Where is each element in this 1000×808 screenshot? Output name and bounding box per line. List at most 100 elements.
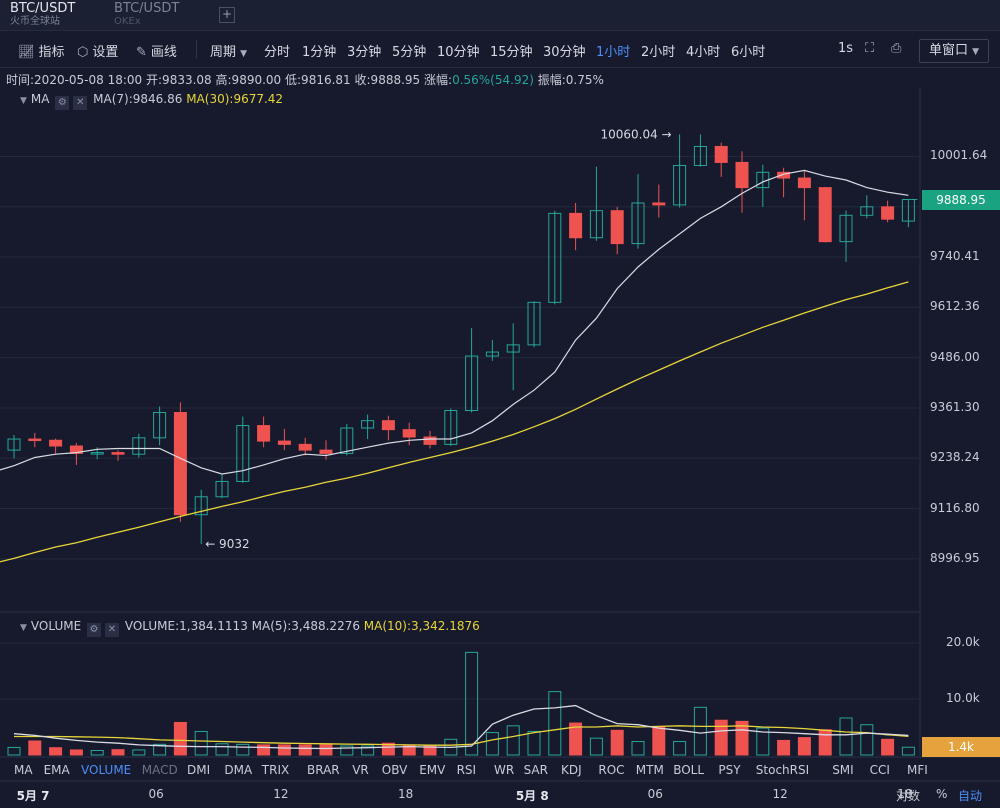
indicator-tab[interactable]: EMV [419, 763, 446, 777]
auto-scale-toggle[interactable]: 自动 [958, 789, 983, 803]
info-high: 高:9890.00 [215, 73, 282, 87]
window-mode-dropdown[interactable]: 单窗口 ▼ [919, 39, 989, 63]
candle-body [673, 164, 687, 206]
indicator-tab[interactable]: VR [352, 763, 369, 777]
interval-button[interactable]: 1小时 [596, 45, 631, 60]
snapshot-icon[interactable]: ⎙ [891, 41, 902, 56]
indicator-tab[interactable]: MFI [907, 763, 928, 777]
info-time: 时间:2020-05-08 18:00 [6, 73, 143, 87]
tab-pair-label: BTC/USDT [10, 1, 76, 16]
candle-body [527, 301, 541, 346]
interval-button[interactable]: 30分钟 [543, 45, 586, 60]
indicator-tab[interactable]: MACD [141, 763, 178, 777]
indicator-tab[interactable]: WR [494, 763, 515, 777]
interval-button[interactable]: 3分钟 [347, 45, 382, 60]
tab-btc-usdt-huobi[interactable]: BTC/USDT 火币全球站 [10, 2, 75, 28]
indicators-label: 指标 [38, 45, 65, 60]
draw-button[interactable]: ✎ 画线 [136, 41, 177, 60]
candle-body [589, 210, 603, 239]
indicator-tab[interactable]: MTM [635, 763, 664, 777]
indicator-tab[interactable]: StochRSI [755, 763, 810, 777]
candle-body [49, 439, 63, 447]
indicator-tab[interactable]: EMA [43, 763, 70, 777]
tab-pair-label: BTC/USDT [114, 1, 180, 16]
collapse-icon[interactable]: ▼ [20, 623, 27, 633]
interval-button[interactable]: 5分钟 [392, 45, 427, 60]
tab-btc-usdt-okex[interactable]: BTC/USDT OKEx [114, 2, 179, 28]
fullscreen-icon[interactable]: ⛶ [865, 41, 875, 56]
volume-bar [49, 747, 63, 756]
candle-body [28, 438, 42, 442]
indicator-bar: MA EMA VOLUME MACD DMI DMA TRIX BRAR VR OBV EMV RSI… [0, 759, 928, 781]
candle-body [257, 425, 271, 442]
candle-body [236, 425, 250, 482]
indicator-tab[interactable]: BRAR [307, 763, 340, 777]
candle-body [153, 412, 167, 439]
indicator-tab[interactable]: BOLL [673, 763, 705, 777]
tab-bar: BTC/USDT 火币全球站 BTC/USDT OKEx + [0, 0, 1000, 31]
indicator-tab[interactable]: VOLUME [81, 763, 132, 777]
interval-button[interactable]: 15分钟 [490, 45, 533, 60]
indicators-button[interactable]: 📈︎ 指标 [18, 41, 65, 60]
candle-body [215, 480, 229, 498]
price-tick-label: 9361.30 [930, 399, 980, 414]
interval-button[interactable]: 6小时 [731, 45, 766, 60]
interval-1s-button[interactable]: 1s [838, 41, 854, 56]
candle-body [361, 420, 375, 429]
indicator-tab[interactable]: ROC [598, 763, 625, 777]
interval-button[interactable]: 2小时 [641, 45, 676, 60]
indicator-tab[interactable]: PSY [718, 763, 741, 777]
log-scale-toggle[interactable]: 对数 [896, 789, 921, 803]
volume-tick-label: 20.0k [946, 634, 980, 649]
indicator-tab[interactable]: RSI [456, 763, 477, 777]
interval-button[interactable]: 4小时 [686, 45, 721, 60]
volume-bar [194, 730, 208, 756]
candle-body [881, 206, 895, 220]
indicator-tab[interactable]: DMA [224, 763, 253, 777]
interval-button[interactable]: 1分钟 [302, 45, 337, 60]
gear-icon: ⬡ [77, 45, 89, 60]
price-tick-label: 9116.80 [930, 500, 980, 515]
indicator-tab[interactable]: SAR [523, 763, 548, 777]
close-icon[interactable]: ✕ [105, 623, 119, 637]
tab-exchange-label: OKEx [114, 16, 141, 27]
gear-icon[interactable]: ⚙ [87, 623, 101, 637]
interval-button[interactable]: 10分钟 [437, 45, 480, 60]
indicator-tab[interactable]: CCI [869, 763, 890, 777]
volume-bar [340, 745, 354, 756]
indicator-tab[interactable]: TRIX [261, 763, 290, 777]
volume-bar [818, 729, 832, 756]
candle-body [860, 206, 874, 216]
volume-bar [714, 719, 728, 756]
indicator-tab[interactable]: SMI [832, 763, 854, 777]
volume-bar [361, 745, 375, 756]
volume-bar [756, 727, 770, 756]
pencil-icon: ✎ [136, 45, 147, 60]
indicator-tab[interactable]: MA [14, 763, 33, 777]
settings-button[interactable]: ⬡ 设置 [77, 41, 118, 60]
volume-bar [173, 721, 187, 756]
ma-legend: ▼ MA ⚙ ✕ MA(7):9846.86 MA(30):9677.42 [20, 92, 283, 110]
period-dropdown[interactable]: 周期 ▼ [210, 41, 247, 60]
candle-body [777, 171, 791, 179]
indicator-tab[interactable]: KDJ [561, 763, 582, 777]
percent-scale-toggle[interactable]: % [936, 787, 948, 801]
candle-body [548, 212, 562, 303]
high-price-annotation: 10060.04 → [600, 127, 671, 141]
ma30-line [0, 281, 909, 563]
indicator-tab[interactable]: OBV [381, 763, 408, 777]
volume-legend: ▼ VOLUME ⚙ ✕ VOLUME:1,384.1113 MA(5):3,488… [20, 619, 480, 637]
add-tab-button[interactable]: + [219, 7, 235, 23]
time-tick-label: 12 [273, 787, 289, 801]
info-change-label: 涨幅: [424, 73, 453, 87]
volume-bar [111, 749, 125, 756]
volume-bar [215, 743, 229, 756]
interval-button[interactable]: 分时 [264, 45, 291, 60]
gear-icon[interactable]: ⚙ [55, 96, 70, 110]
candle-body [319, 449, 333, 454]
close-icon[interactable]: ✕ [73, 96, 88, 110]
collapse-icon[interactable]: ▼ [20, 96, 27, 106]
tab-exchange-label: 火币全球站 [10, 16, 60, 27]
indicator-tab[interactable]: DMI [187, 763, 211, 777]
